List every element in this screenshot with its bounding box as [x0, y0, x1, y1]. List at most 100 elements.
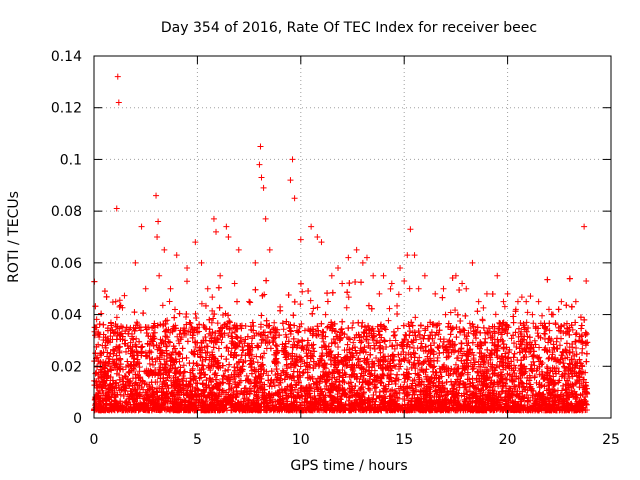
- roti-point: [310, 305, 317, 312]
- roti-point: [303, 362, 310, 369]
- roti-point: [209, 307, 216, 314]
- roti-point: [520, 320, 527, 327]
- roti-point: [517, 320, 524, 327]
- roti-point: [561, 364, 568, 371]
- roti-point: [229, 329, 236, 336]
- roti-point: [479, 317, 486, 324]
- roti-point: [184, 278, 191, 285]
- roti-point: [297, 301, 304, 308]
- roti-point: [458, 340, 465, 347]
- roti-point: [136, 364, 143, 371]
- roti-point: [402, 331, 409, 338]
- roti-point: [569, 373, 576, 380]
- roti-point: [271, 382, 278, 389]
- roti-point: [434, 354, 441, 361]
- roti-point: [307, 297, 314, 304]
- roti-point: [523, 319, 530, 326]
- roti-point: [531, 337, 538, 344]
- roti-point: [480, 304, 487, 311]
- roti-point: [569, 326, 576, 333]
- data-points: [91, 73, 591, 414]
- roti-point: [154, 379, 161, 386]
- roti-point: [464, 357, 471, 364]
- roti-point: [130, 336, 137, 343]
- roti-point: [225, 332, 232, 339]
- roti-point: [527, 293, 534, 300]
- roti-point: [406, 285, 413, 292]
- roti-point: [374, 323, 381, 330]
- roti-point: [186, 319, 193, 326]
- roti-point: [194, 362, 201, 369]
- roti-point: [271, 319, 278, 326]
- roti-point: [122, 364, 129, 371]
- roti-point: [96, 334, 103, 341]
- roti-point: [452, 361, 459, 368]
- roti-point: [536, 344, 543, 351]
- roti-point: [299, 288, 306, 295]
- roti-point: [583, 358, 590, 365]
- roti-point: [350, 339, 357, 346]
- roti-point: [339, 366, 346, 373]
- roti-point: [176, 340, 183, 347]
- roti-point: [453, 324, 460, 331]
- roti-point: [583, 331, 590, 338]
- roti-point: [539, 312, 546, 319]
- roti-point: [170, 343, 177, 350]
- roti-point: [120, 366, 127, 373]
- roti-point: [180, 362, 187, 369]
- roti-point: [501, 303, 508, 310]
- roti-point: [500, 327, 507, 334]
- roti-point: [508, 335, 515, 342]
- roti-point: [452, 307, 459, 314]
- roti-point: [166, 298, 173, 305]
- roti-point: [254, 359, 261, 366]
- roti-point: [358, 323, 365, 330]
- roti-point: [385, 317, 392, 324]
- roti-point: [543, 347, 550, 354]
- roti-point: [446, 337, 453, 344]
- roti-point: [466, 320, 473, 327]
- roti-point: [228, 345, 235, 352]
- roti-point: [260, 336, 267, 343]
- roti-point: [198, 361, 205, 368]
- roti-point: [412, 314, 419, 321]
- roti-point: [167, 329, 174, 336]
- roti-point: [546, 327, 553, 334]
- roti-point: [209, 294, 216, 301]
- roti-point: [415, 372, 422, 379]
- roti-point: [394, 325, 401, 332]
- roti-point: [386, 337, 393, 344]
- roti-point: [394, 302, 401, 309]
- chart-title: Day 354 of 2016, Rate Of TEC Index for r…: [161, 20, 537, 36]
- roti-point: [127, 339, 134, 346]
- roti-point: [550, 373, 557, 380]
- roti-point: [416, 367, 423, 374]
- roti-point: [177, 381, 184, 388]
- roti-point: [107, 333, 114, 340]
- roti-point: [116, 372, 123, 379]
- roti-point: [405, 357, 412, 364]
- roti-point: [224, 344, 231, 351]
- roti-point: [343, 304, 350, 311]
- roti-point: [373, 354, 380, 361]
- roti-point: [490, 370, 497, 377]
- roti-point: [121, 292, 128, 299]
- roti-point: [208, 319, 215, 326]
- roti-point: [322, 365, 329, 372]
- roti-point: [219, 311, 226, 318]
- roti-point: [214, 320, 221, 327]
- roti-point: [314, 304, 321, 311]
- roti-point: [545, 355, 552, 362]
- roti-point: [319, 350, 326, 357]
- roti-point: [231, 328, 238, 335]
- roti-point: [542, 344, 549, 351]
- roti-point: [386, 305, 393, 312]
- roti-point: [243, 372, 250, 379]
- roti-point: [345, 294, 352, 301]
- roti-point: [311, 388, 318, 395]
- roti-point: [192, 310, 199, 317]
- roti-point: [572, 331, 579, 338]
- roti-point: [421, 332, 428, 339]
- roti-point: [113, 314, 120, 321]
